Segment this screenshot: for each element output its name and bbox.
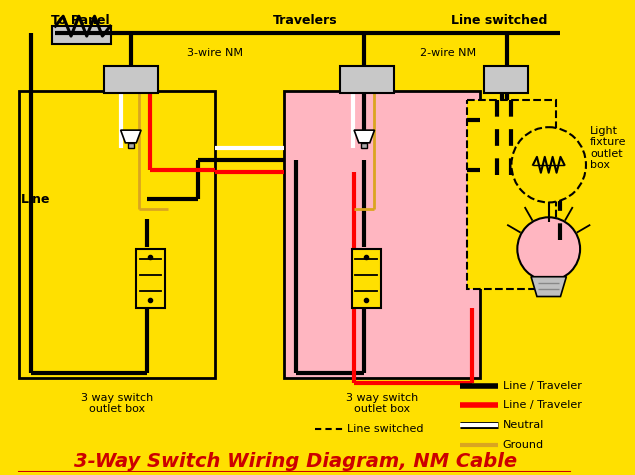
Bar — [340, 66, 394, 94]
Text: Line / Traveler: Line / Traveler — [503, 380, 582, 390]
Text: Line / Traveler: Line / Traveler — [503, 400, 582, 410]
Circle shape — [511, 127, 586, 202]
Bar — [352, 249, 381, 308]
Text: Ground: Ground — [503, 440, 544, 450]
Bar — [284, 91, 480, 378]
Text: Line switched: Line switched — [347, 424, 423, 434]
Text: 3 way switch
outlet box: 3 way switch outlet box — [346, 392, 418, 414]
Text: Travelers: Travelers — [273, 14, 338, 27]
Text: 3-Way Switch Wiring Diagram, NM Cable: 3-Way Switch Wiring Diagram, NM Cable — [74, 452, 518, 471]
Bar — [136, 249, 165, 308]
Bar — [53, 26, 111, 44]
Text: Light
fixture
outlet
box: Light fixture outlet box — [590, 125, 626, 171]
Text: To Panel: To Panel — [51, 14, 109, 27]
Bar — [19, 91, 215, 378]
Polygon shape — [531, 277, 566, 296]
Text: 3 way switch
outlet box: 3 way switch outlet box — [81, 392, 153, 414]
Bar — [361, 143, 367, 148]
Bar — [467, 100, 556, 289]
Bar — [484, 66, 528, 94]
Text: 3-wire NM: 3-wire NM — [187, 48, 243, 58]
Polygon shape — [354, 130, 375, 143]
Text: Neutral: Neutral — [503, 420, 544, 430]
Text: Line switched: Line switched — [451, 14, 548, 27]
Text: 2-wire NM: 2-wire NM — [420, 48, 476, 58]
Text: Line: Line — [21, 193, 51, 206]
Bar — [104, 66, 158, 94]
Bar — [128, 143, 134, 148]
Polygon shape — [121, 130, 141, 143]
Circle shape — [518, 217, 580, 281]
